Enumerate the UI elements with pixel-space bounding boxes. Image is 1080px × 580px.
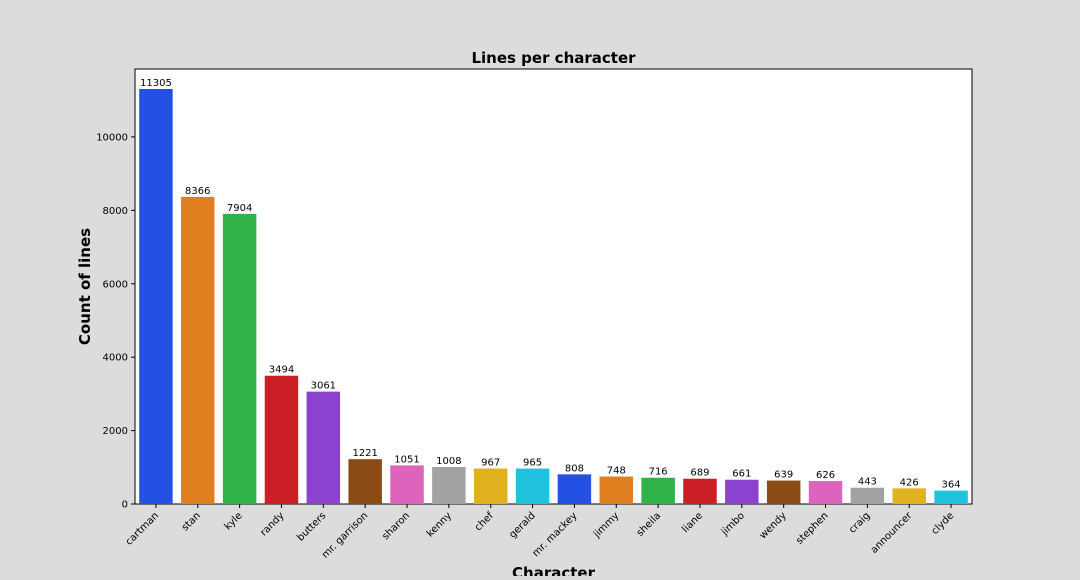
- bar-value-label: 689: [690, 468, 709, 479]
- bar-value-label: 626: [816, 470, 835, 481]
- bar-value-label: 364: [942, 480, 961, 491]
- y-tick-label: 10000: [96, 132, 128, 143]
- bars-layer: [139, 89, 968, 504]
- bar-value-label: 8366: [185, 186, 210, 197]
- bar-value-label: 967: [481, 458, 500, 469]
- bar: [892, 488, 926, 504]
- bar: [432, 467, 466, 504]
- x-tick-label: mr. mackey: [531, 510, 580, 559]
- x-tick-label: jimmy: [591, 510, 621, 540]
- x-tick-label: chef: [473, 510, 496, 533]
- bar-value-label: 808: [565, 463, 584, 474]
- bar: [264, 375, 299, 504]
- x-tick-label: gerald: [507, 510, 537, 540]
- bar: [222, 213, 257, 504]
- x-tick-label: wendy: [758, 510, 789, 541]
- bar: [850, 487, 885, 504]
- bar: [181, 196, 215, 504]
- bar-value-label: 1008: [436, 456, 461, 467]
- bar: [557, 474, 592, 504]
- x-tick-label: kenny: [425, 510, 454, 539]
- bar: [390, 465, 424, 504]
- x-tick-label: cartman: [124, 510, 161, 547]
- x-tick-label: sheila: [635, 510, 664, 539]
- bar-value-label: 661: [732, 469, 751, 480]
- bar-value-label: 3494: [269, 365, 294, 376]
- bar-value-label: 443: [858, 477, 877, 488]
- y-axis: 0 2000 4000 6000 8000 10000: [96, 132, 135, 511]
- bar-value-label: 7904: [227, 203, 252, 214]
- x-tick-label: sharon: [380, 510, 412, 542]
- chart-title: Lines per character: [471, 49, 636, 67]
- bar: [515, 468, 550, 504]
- bar-value-label: 1051: [394, 454, 419, 465]
- bar-value-label: 3061: [311, 381, 336, 392]
- bar: [139, 89, 173, 504]
- bar: [473, 468, 508, 504]
- bar-value-label: 748: [607, 466, 626, 477]
- y-tick-label: 4000: [103, 353, 128, 364]
- bar: [348, 459, 382, 504]
- bar: [934, 490, 968, 504]
- y-tick-label: 6000: [103, 279, 128, 290]
- bar-value-label: 965: [523, 458, 542, 469]
- bar: [641, 477, 675, 504]
- bar-value-label: 639: [774, 470, 793, 481]
- bar: [725, 479, 759, 504]
- x-tick-label: clyde: [930, 510, 957, 537]
- bar: [766, 480, 801, 504]
- plot-area: [134, 68, 973, 505]
- x-tick-label: randy: [258, 510, 286, 538]
- bar: [306, 391, 341, 504]
- y-axis-title: Count of lines: [76, 228, 94, 345]
- x-tick-label: craig: [847, 510, 872, 535]
- x-tick-label: announcer: [869, 510, 915, 556]
- bar-value-label: 1221: [352, 448, 377, 459]
- x-tick-label: butters: [295, 510, 328, 543]
- x-tick-label: stephen: [794, 510, 830, 546]
- y-tick-label: 0: [122, 500, 128, 511]
- bar: [808, 481, 843, 504]
- x-axis-title: Character: [512, 564, 596, 576]
- x-tick-label: stan: [180, 510, 203, 533]
- y-tick-label: 2000: [103, 426, 128, 437]
- x-tick-label: kyle: [223, 510, 245, 532]
- bar-value-label: 426: [900, 477, 919, 488]
- bar: [599, 476, 634, 504]
- bar: [683, 478, 717, 504]
- data-labels-layer: 11305 8366 7904 3494 3061 1221 1051 1008 967 965 8…: [140, 78, 961, 491]
- x-tick-label: liane: [680, 510, 705, 535]
- bar-value-label: 716: [649, 467, 668, 478]
- bar-value-label: 11305: [140, 78, 172, 89]
- y-tick-label: 8000: [103, 206, 128, 217]
- x-tick-label: jimbo: [719, 510, 747, 538]
